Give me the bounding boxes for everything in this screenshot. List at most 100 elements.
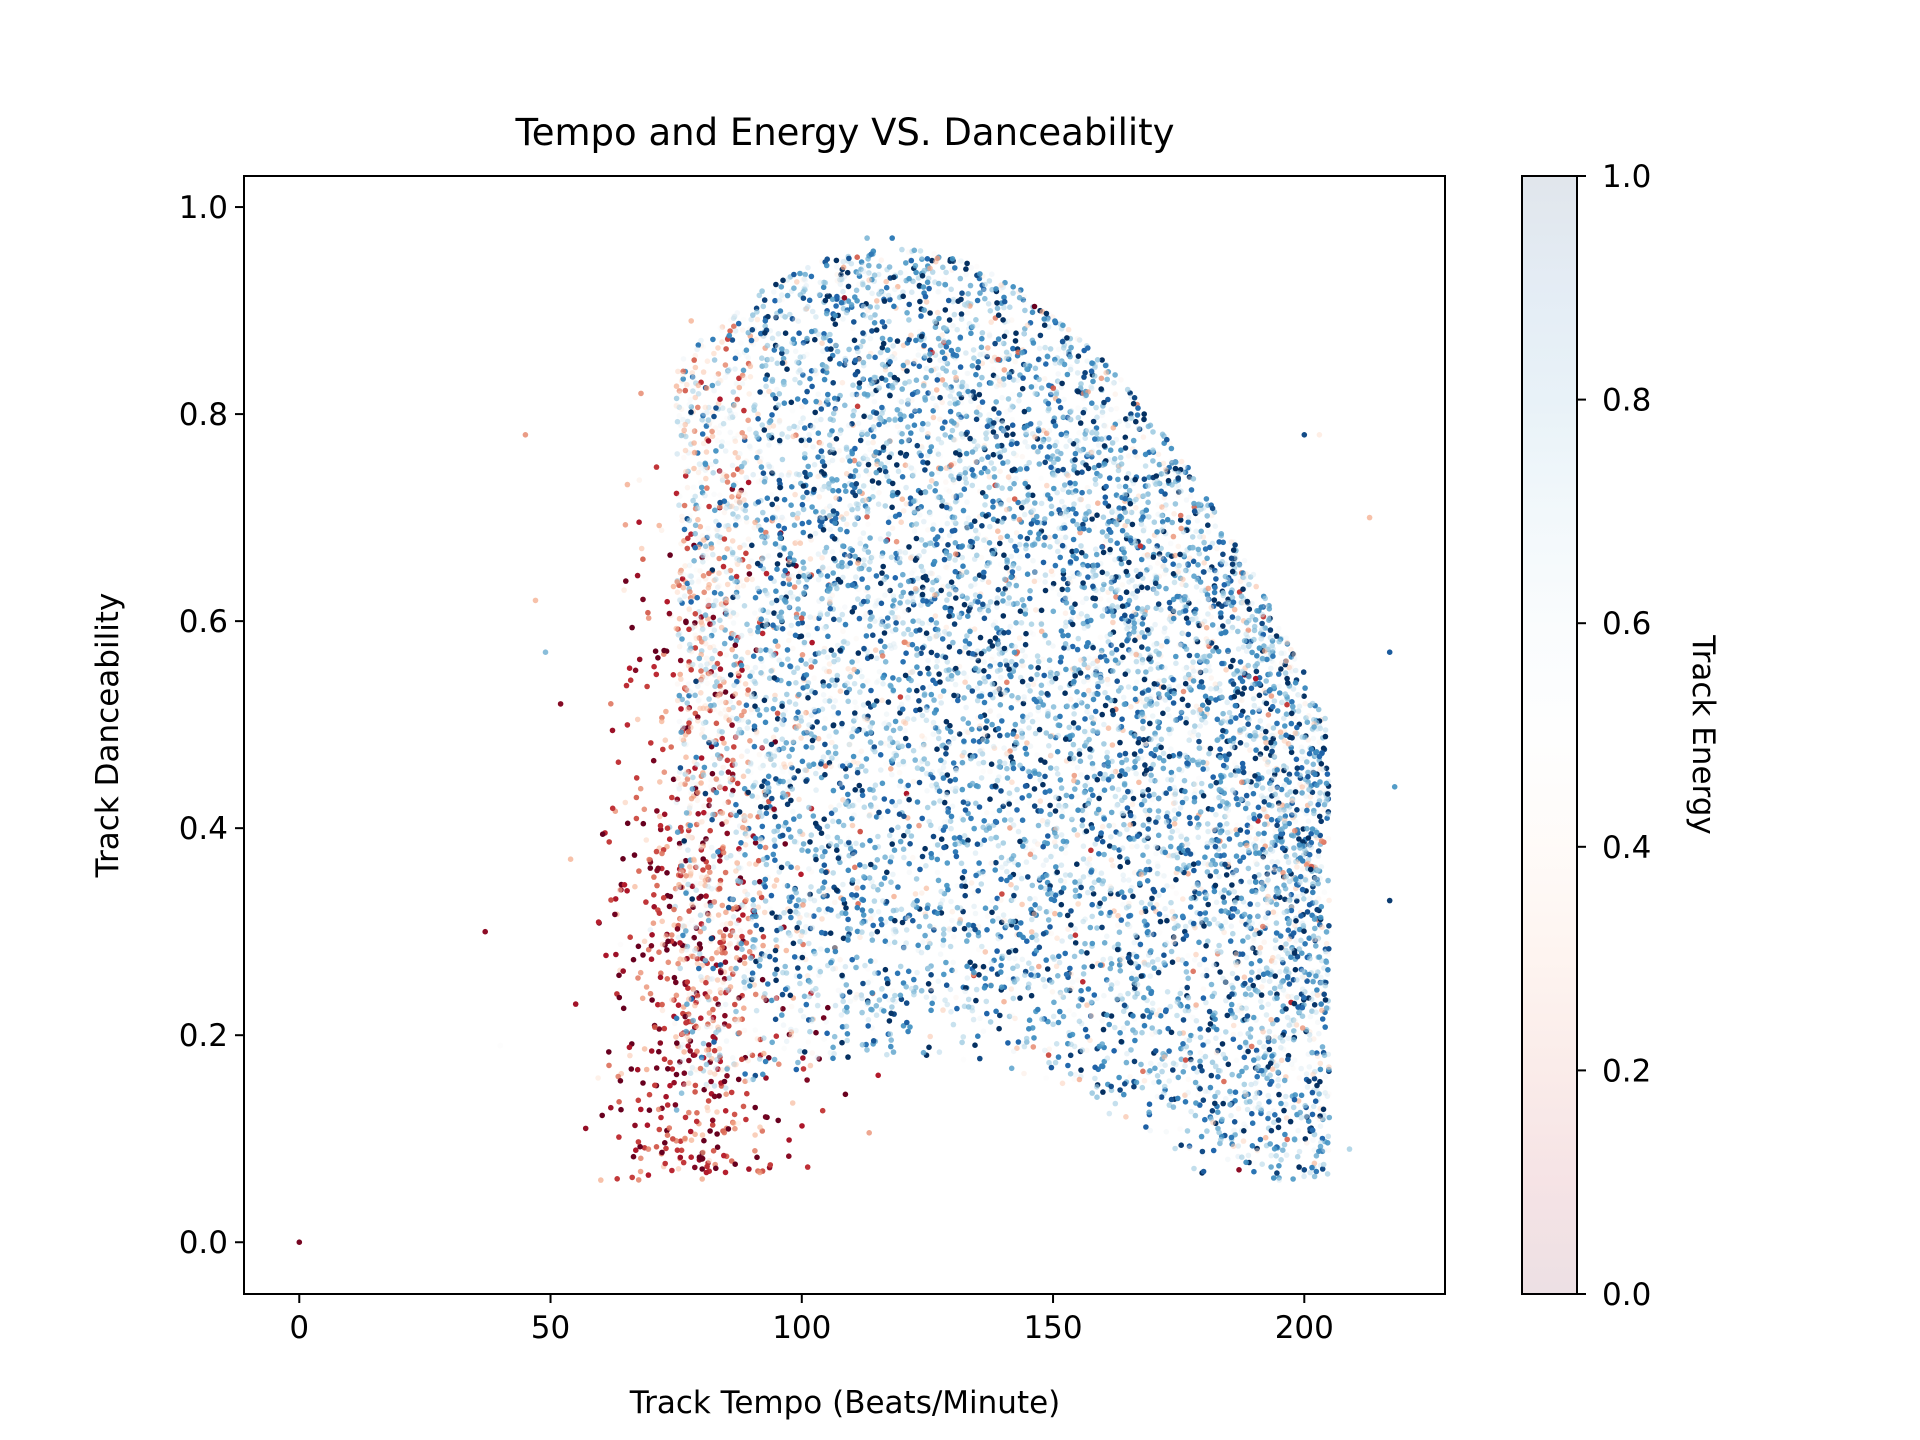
data-point bbox=[1048, 1064, 1055, 1071]
data-point bbox=[703, 1047, 710, 1053]
data-point bbox=[755, 857, 762, 864]
data-point bbox=[1255, 724, 1261, 731]
data-point bbox=[872, 354, 878, 361]
data-point bbox=[915, 352, 922, 358]
data-point bbox=[705, 438, 712, 444]
data-point bbox=[674, 697, 681, 704]
data-point bbox=[1113, 979, 1119, 985]
data-point bbox=[1204, 1128, 1210, 1134]
data-point bbox=[1229, 568, 1236, 575]
data-point bbox=[963, 480, 970, 486]
data-point bbox=[943, 269, 949, 276]
data-point bbox=[1235, 646, 1242, 652]
data-point bbox=[914, 664, 920, 670]
data-point bbox=[1145, 646, 1151, 652]
data-point bbox=[745, 536, 752, 542]
data-point bbox=[995, 586, 1002, 593]
data-point bbox=[751, 407, 757, 413]
data-point bbox=[823, 1019, 829, 1025]
data-point bbox=[860, 683, 866, 689]
data-point bbox=[1316, 1091, 1322, 1097]
data-point bbox=[735, 670, 742, 677]
data-point bbox=[1007, 623, 1013, 630]
data-point bbox=[655, 1001, 661, 1008]
data-point bbox=[733, 829, 739, 835]
data-point bbox=[1191, 957, 1198, 963]
data-point bbox=[911, 567, 917, 573]
data-point bbox=[1004, 765, 1010, 772]
data-point bbox=[820, 1015, 827, 1021]
data-point bbox=[1163, 790, 1169, 796]
data-point bbox=[1056, 953, 1062, 960]
data-point bbox=[928, 987, 934, 994]
data-point bbox=[884, 869, 890, 876]
data-point bbox=[1040, 976, 1047, 983]
data-point bbox=[648, 1048, 655, 1054]
data-point bbox=[1229, 1071, 1235, 1078]
data-point bbox=[1083, 828, 1090, 834]
data-point bbox=[721, 1078, 728, 1085]
data-point bbox=[906, 301, 912, 308]
data-point bbox=[960, 1034, 967, 1040]
data-point bbox=[933, 664, 940, 670]
data-point bbox=[902, 270, 909, 277]
data-point bbox=[1073, 510, 1079, 517]
data-point bbox=[976, 972, 982, 978]
data-point bbox=[1086, 856, 1093, 862]
chart-title: Tempo and Energy VS. Danceability bbox=[514, 111, 1174, 154]
data-point bbox=[1262, 595, 1268, 602]
data-point bbox=[795, 897, 802, 903]
data-point bbox=[941, 971, 947, 978]
data-point bbox=[1196, 775, 1202, 782]
data-point bbox=[759, 976, 766, 983]
data-point bbox=[811, 675, 817, 681]
data-point bbox=[975, 946, 982, 953]
data-point bbox=[822, 741, 828, 748]
data-point bbox=[685, 1043, 691, 1049]
data-point bbox=[1024, 535, 1031, 542]
data-point bbox=[732, 734, 739, 740]
data-point bbox=[867, 837, 873, 844]
data-point bbox=[1088, 714, 1095, 721]
data-point bbox=[669, 1167, 675, 1174]
data-point bbox=[1194, 518, 1201, 524]
data-point bbox=[859, 429, 865, 436]
data-point bbox=[994, 443, 1001, 449]
data-point bbox=[732, 1125, 738, 1132]
data-point bbox=[1167, 843, 1174, 850]
data-point bbox=[614, 1176, 620, 1182]
data-point bbox=[792, 348, 799, 355]
data-point bbox=[905, 828, 911, 835]
data-point bbox=[1103, 538, 1109, 544]
data-point bbox=[720, 764, 726, 771]
data-point bbox=[707, 1128, 713, 1134]
data-point bbox=[899, 919, 906, 926]
data-point bbox=[983, 998, 990, 1005]
data-point bbox=[885, 292, 892, 299]
data-point bbox=[987, 638, 993, 645]
data-point bbox=[723, 1091, 729, 1097]
data-point bbox=[1265, 910, 1271, 916]
data-point bbox=[1285, 856, 1292, 863]
data-point bbox=[922, 394, 928, 401]
data-point bbox=[866, 262, 872, 269]
data-point bbox=[930, 731, 936, 737]
data-point bbox=[1274, 708, 1281, 714]
data-point bbox=[721, 1129, 728, 1136]
data-point bbox=[1295, 708, 1302, 714]
data-point bbox=[1009, 416, 1015, 423]
data-point bbox=[830, 966, 836, 972]
data-point bbox=[692, 364, 699, 371]
data-point bbox=[1085, 889, 1091, 896]
data-point bbox=[1237, 1031, 1243, 1037]
data-point bbox=[797, 380, 803, 386]
data-point bbox=[1052, 1059, 1059, 1066]
data-point bbox=[1272, 945, 1279, 951]
data-point bbox=[710, 853, 717, 859]
data-point bbox=[1080, 874, 1087, 880]
data-point bbox=[942, 432, 948, 438]
data-point bbox=[1270, 954, 1276, 961]
data-point bbox=[763, 647, 769, 653]
data-point bbox=[616, 994, 623, 1001]
data-point bbox=[742, 1071, 748, 1077]
